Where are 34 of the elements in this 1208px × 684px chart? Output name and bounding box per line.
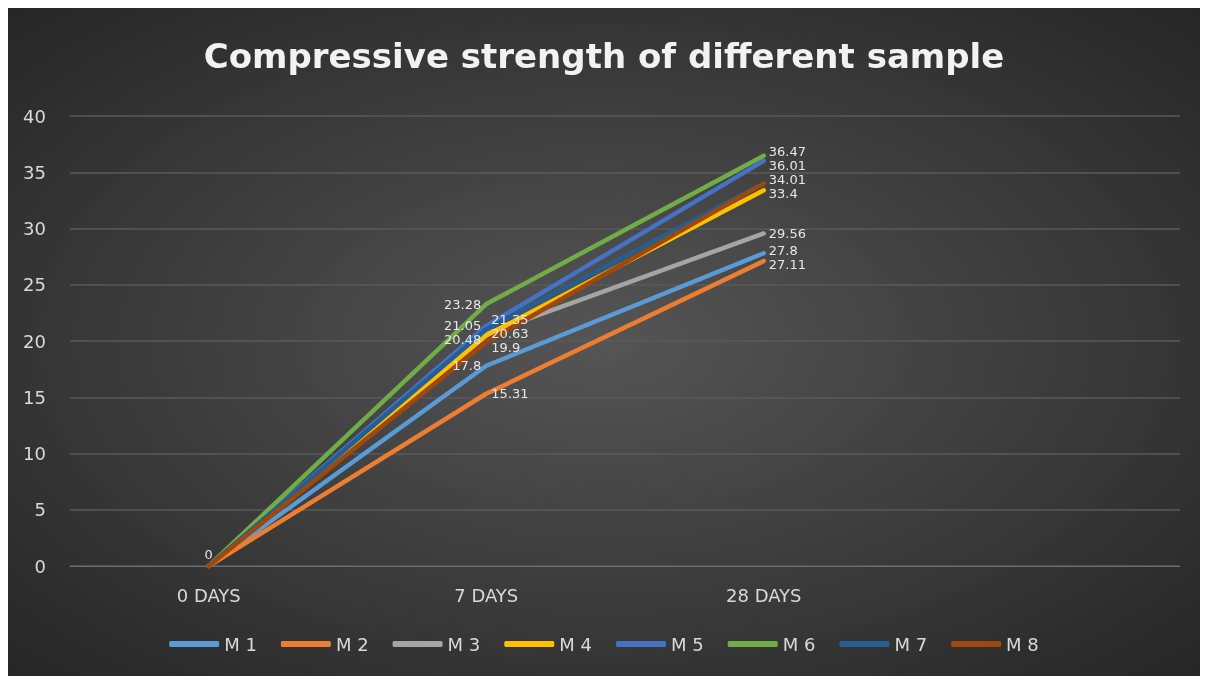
data-label: 27.8 <box>768 242 798 258</box>
data-label: 34.01 <box>768 172 806 188</box>
legend-label: M 2 <box>335 633 369 655</box>
x-tick-label: 28 DAYS <box>725 584 802 606</box>
legend-label: M 4 <box>559 633 593 655</box>
chart-title: Compressive strength of different sample <box>203 36 1005 76</box>
legend-label: M 1 <box>224 633 257 655</box>
data-label: 20.63 <box>491 326 529 342</box>
data-label: 29.56 <box>768 225 806 241</box>
legend-label: M 3 <box>447 633 481 655</box>
legend-label: M 6 <box>782 633 816 655</box>
y-tick-label: 0 <box>34 555 46 577</box>
legend-label: M 5 <box>671 633 704 655</box>
y-tick-label: 20 <box>23 330 46 352</box>
data-label: 36.01 <box>768 157 806 173</box>
legend-label: M 7 <box>894 633 928 655</box>
legend-label: M 8 <box>1006 633 1039 655</box>
data-label: 23.28 <box>444 296 482 312</box>
y-tick-label: 35 <box>23 161 46 183</box>
y-tick-label: 10 <box>23 443 46 464</box>
data-label: 17.8 <box>452 358 482 374</box>
x-tick-label: 7 DAYS <box>454 584 519 606</box>
y-tick-label: 40 <box>23 105 46 127</box>
y-tick-label: 5 <box>34 499 46 521</box>
y-tick-label: 15 <box>23 386 46 408</box>
data-label: 19.9 <box>491 340 521 356</box>
data-label: 15.31 <box>491 386 529 402</box>
data-label: 36.47 <box>768 143 806 159</box>
data-label: 0 <box>204 547 213 562</box>
data-label: 27.11 <box>768 256 806 272</box>
y-tick-label: 25 <box>23 274 46 296</box>
x-tick-label: 0 DAYS <box>176 584 241 606</box>
data-label: 33.4 <box>768 186 798 202</box>
y-tick-label: 30 <box>23 218 46 239</box>
